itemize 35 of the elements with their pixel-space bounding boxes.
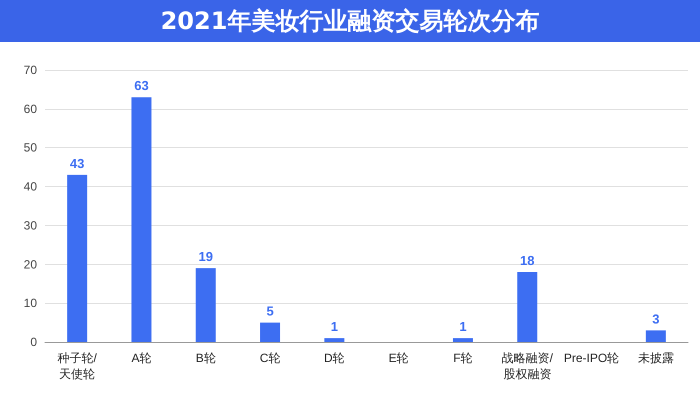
- bar: [646, 330, 666, 342]
- x-tick-label: 战略融资/股权融资: [502, 351, 554, 381]
- y-tick-label: 50: [24, 140, 38, 155]
- data-label: 1: [330, 319, 338, 334]
- bar: [517, 272, 538, 342]
- x-tick-label: 种子轮/天使轮: [57, 351, 98, 381]
- x-tick-label: E轮: [388, 351, 409, 365]
- y-tick-label: 40: [24, 180, 38, 194]
- x-tick-label: Pre-IPO轮: [564, 351, 620, 365]
- x-tick-label: A轮: [131, 351, 152, 365]
- x-tick-label: F轮: [453, 351, 473, 365]
- x-tick-label: B轮: [196, 351, 216, 365]
- y-tick-label: 10: [24, 296, 38, 310]
- bar: [324, 338, 344, 342]
- data-label: 5: [266, 304, 274, 319]
- y-tick-label: 60: [24, 102, 38, 116]
- bar: [131, 97, 152, 342]
- x-tick-label: C轮: [260, 351, 280, 365]
- y-tick-label: 30: [24, 218, 38, 232]
- x-tick-label: 未披露: [638, 351, 674, 365]
- data-label: 43: [70, 156, 84, 171]
- bar: [260, 322, 280, 342]
- bar: [67, 174, 88, 342]
- x-tick-label: D轮: [324, 351, 345, 365]
- data-label: 18: [520, 253, 534, 268]
- bar: [452, 338, 473, 342]
- data-label: 3: [652, 311, 660, 326]
- y-tick-label: 70: [24, 63, 38, 77]
- bar: [196, 268, 216, 342]
- data-label: 63: [134, 78, 149, 94]
- data-label: 1: [459, 319, 467, 334]
- data-label: 19: [198, 249, 213, 264]
- y-tick-label: 0: [30, 335, 38, 349]
- y-tick-label: 20: [24, 257, 38, 272]
- chart-title: 2021年美妆行业融资交易轮次分布: [160, 7, 540, 35]
